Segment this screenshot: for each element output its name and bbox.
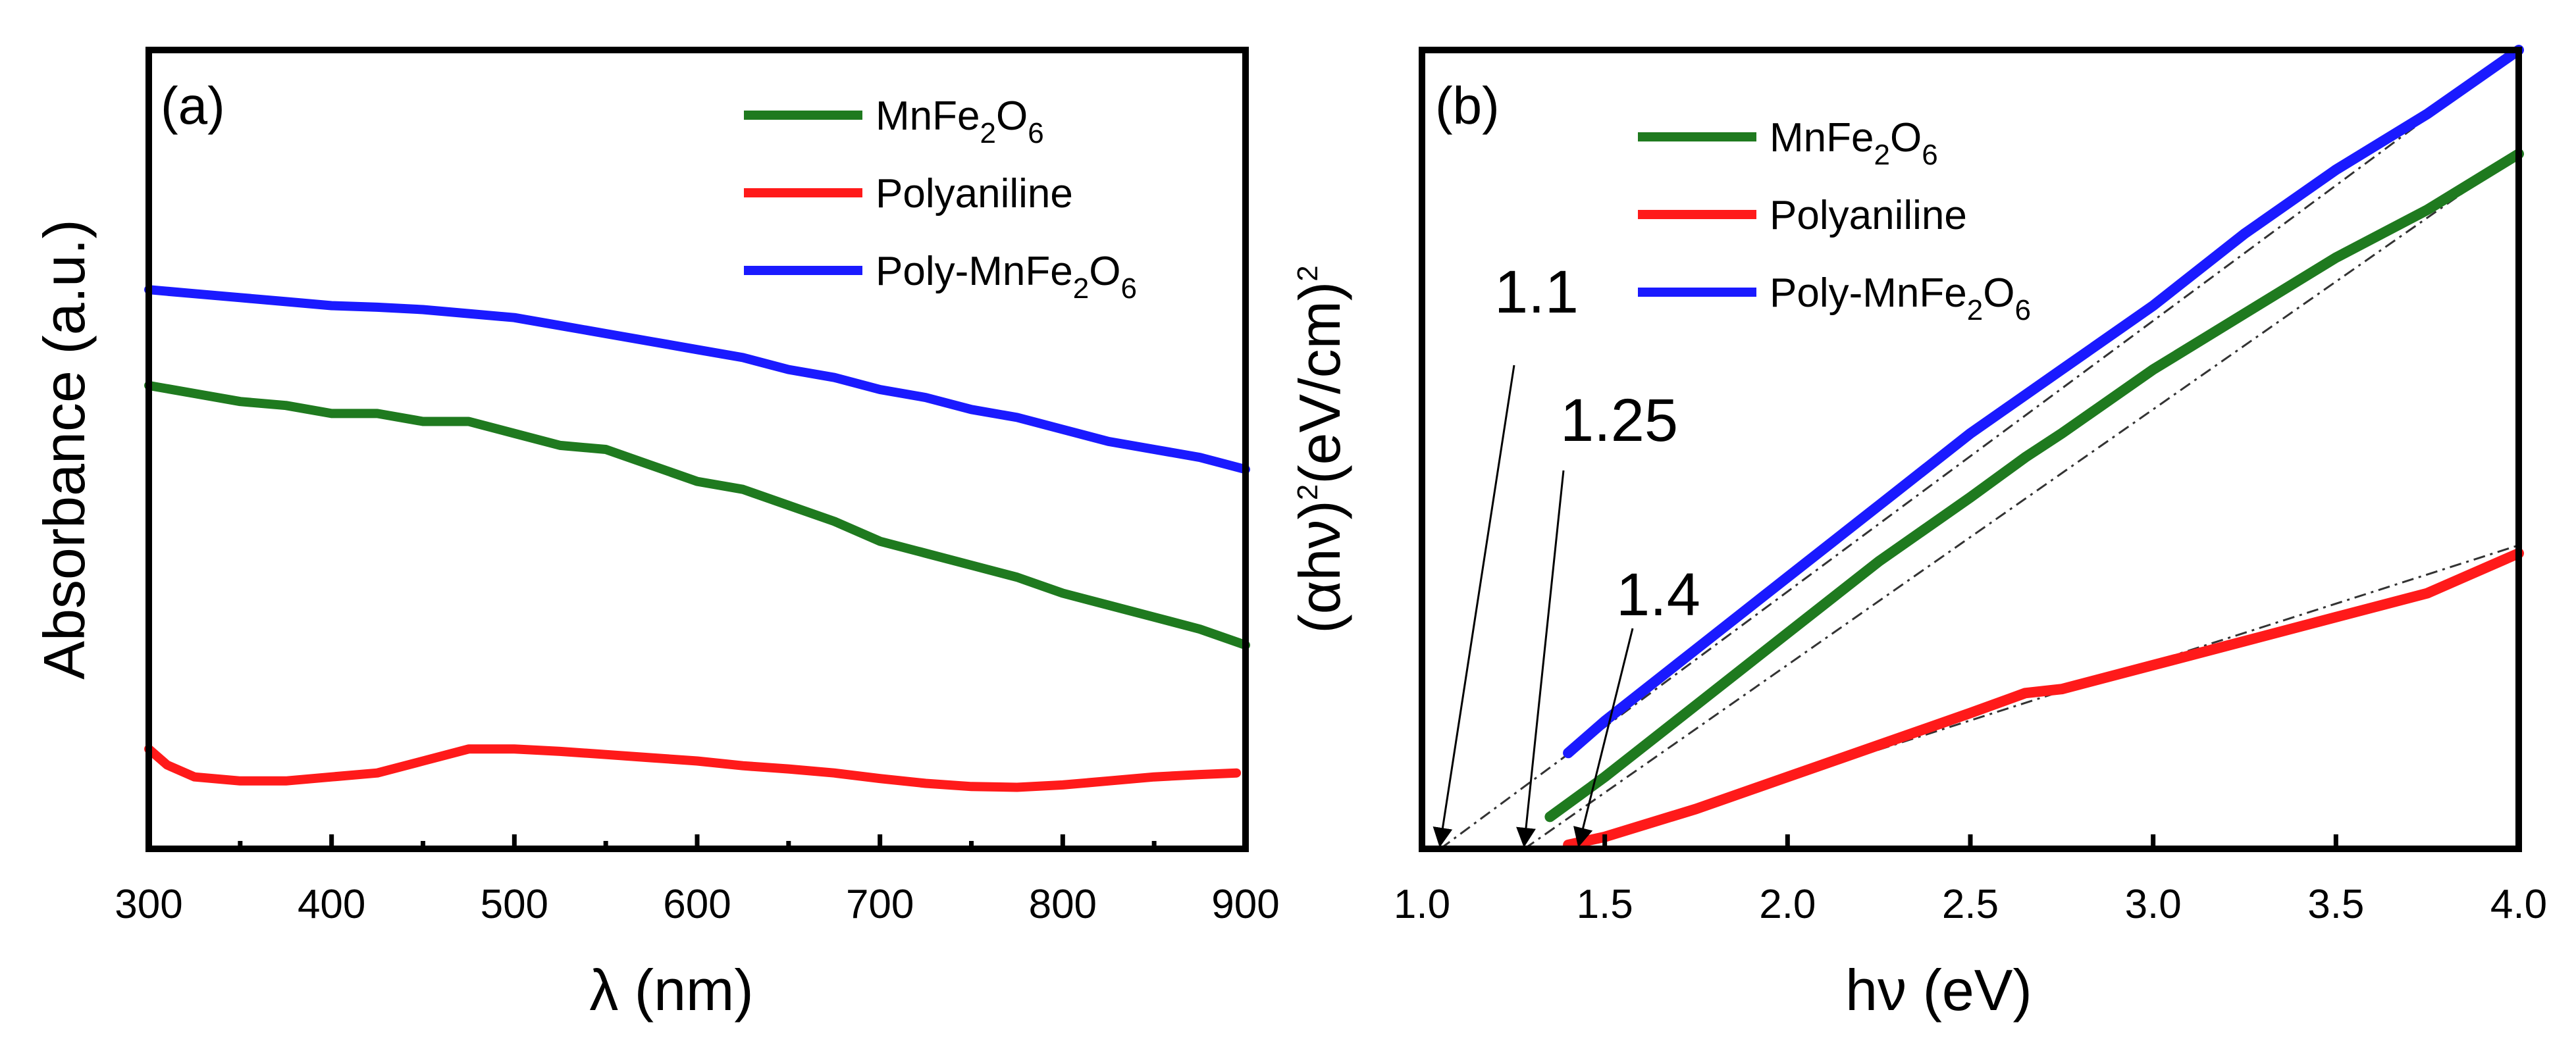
panel-a-x-tick-label: 700 xyxy=(846,882,914,927)
panel-b-legend-label-2-part: 6 xyxy=(2014,294,2030,326)
panel-b-legend-label-2-part: O xyxy=(1983,270,2014,316)
panel-a-series-line-1 xyxy=(144,744,1242,792)
panel-a-x-tick-label: 800 xyxy=(1029,882,1097,927)
panel-a-x-tick-label: 900 xyxy=(1211,882,1279,927)
panel-b-label: (b) xyxy=(1435,76,1500,135)
panel-a-legend-label-2-part: O xyxy=(1089,249,1120,294)
panel-b-x-ticks: 1.0 1.5 2.0 2.5 3.0 3.5 4.0 xyxy=(1394,834,2547,927)
panel-b-y-axis-title-part: (αhν) xyxy=(1287,500,1352,633)
panel-b-legend-label-1: Polyaniline xyxy=(1770,193,1967,238)
panel-b-annotation-arrow-2 xyxy=(1573,628,1634,848)
panel-a-x-tick-label: 500 xyxy=(481,882,548,927)
panel-a-legend-label-1: Polyaniline xyxy=(876,171,1073,216)
panel-a-legend-label-2-part: Poly-MnFe xyxy=(876,249,1073,294)
panel-b-band-gap-label-1: 1.25 xyxy=(1560,387,1678,454)
panel-b-tangent-line-2 xyxy=(1567,544,2519,850)
panel-b-tangent-line-0 xyxy=(1439,49,2519,850)
panel-b-series-line-1 xyxy=(1563,547,2524,850)
panel-b-x-tick-label: 2.0 xyxy=(1759,882,1816,927)
panel-a-series-line-0 xyxy=(144,380,1250,650)
panel-b-series-group xyxy=(1544,45,2524,850)
panel-a-y-axis-title: Absorbance (a.u.) xyxy=(32,219,97,680)
panel-a-x-tick-label: 400 xyxy=(298,882,365,927)
panel-b-y-axis-title: (αhν)2(eV/cm)2 xyxy=(1287,265,1352,633)
panel-a-legend-label-0: MnFe2O6 xyxy=(876,93,1044,149)
panel-a-x-tick-label: 600 xyxy=(663,882,731,927)
panel-b-legend-label-0-part: MnFe xyxy=(1770,115,1874,161)
panel-a-label: (a) xyxy=(161,76,225,135)
panel-b-band-gap-label-2: 1.4 xyxy=(1616,561,1700,628)
panel-b-legend-label-0-part: O xyxy=(1890,115,1922,161)
panel-b-y-axis-title-part: (eV/cm) xyxy=(1287,282,1352,484)
panel-b-tauc-plot: 1.0 1.5 2.0 2.5 3.0 3.5 4.0 (b) hν (eV) (αhν)2… xyxy=(1287,45,2547,1023)
panel-b-legend-label-2: Poly-MnFe2O6 xyxy=(1770,270,2031,326)
panel-a-x-tick-label: 300 xyxy=(115,882,182,927)
panel-b-series-line-0 xyxy=(1544,148,2524,823)
panel-a-legend-label-2-part: 2 xyxy=(1073,272,1089,305)
panel-b-x-tick-label: 1.5 xyxy=(1577,882,1633,927)
panel-b-tangent-lines xyxy=(1439,49,2519,850)
panel-b-x-tick-label: 2.5 xyxy=(1942,882,1999,927)
panel-a-x-axis-title: λ (nm) xyxy=(589,957,753,1023)
panel-b-annotation-arrow-0 xyxy=(1433,365,1515,848)
panel-a-plot-frame xyxy=(145,47,1249,852)
panel-a-x-ticks: 300 400 500 600 700 800 900 xyxy=(115,834,1280,927)
panel-b-x-tick-label: 3.0 xyxy=(2125,882,2182,927)
panel-b-band-gap-label-0: 1.1 xyxy=(1494,259,1579,326)
panel-b-y-axis-title-part: 2 xyxy=(1292,265,1324,281)
panel-b-annotation-arrow-1 xyxy=(1516,470,1565,848)
panel-b-series-line-2 xyxy=(1563,45,2524,759)
panel-b-x-tick-label: 1.0 xyxy=(1394,882,1450,927)
panel-b-y-axis-title-part: 2 xyxy=(1292,484,1324,500)
panel-b-legend-label-0-part: 6 xyxy=(1922,139,1937,171)
panel-a-legend-label-2-part: 6 xyxy=(1120,272,1136,305)
panel-a-legend-label-0-part: 2 xyxy=(980,117,995,149)
panel-b-legend-label-0-part: 2 xyxy=(1874,139,1889,171)
panel-a-legend-label-0-part: O xyxy=(996,93,1028,139)
panel-b-legend-label-2-part: Poly-MnFe xyxy=(1770,270,1967,316)
panel-a-absorbance-chart: 300 400 500 600 700 800 900 (a) λ (nm) Absorba… xyxy=(32,47,1280,1023)
panel-a-series-group xyxy=(144,285,1250,792)
panel-a-legend-label-0-part: 6 xyxy=(1028,117,1043,149)
panel-b-y-axis-title-text: (αhν)2(eV/cm)2 xyxy=(1287,265,1352,633)
panel-b-x-axis-title: hν (eV) xyxy=(1845,957,2032,1023)
panel-b-legend-label-1-part: Polyaniline xyxy=(1770,193,1967,238)
panel-b-band-gap-annotations: 1.1 1.25 1.4 xyxy=(1433,259,1700,848)
panel-b-legend-label-0: MnFe2O6 xyxy=(1770,115,1938,171)
panel-a-legend-label-0-part: MnFe xyxy=(876,93,980,139)
panel-a-legend-label-2: Poly-MnFe2O6 xyxy=(876,249,1137,305)
panel-b-x-tick-label: 4.0 xyxy=(2490,882,2547,927)
panel-a-series-line-2 xyxy=(144,285,1250,474)
panel-b-tangent-line-1 xyxy=(1523,153,2519,850)
panel-b-x-tick-label: 3.5 xyxy=(2307,882,2364,927)
panel-a-legend-label-1-part: Polyaniline xyxy=(876,171,1073,216)
panel-b-legend-label-2-part: 2 xyxy=(1967,294,1983,326)
